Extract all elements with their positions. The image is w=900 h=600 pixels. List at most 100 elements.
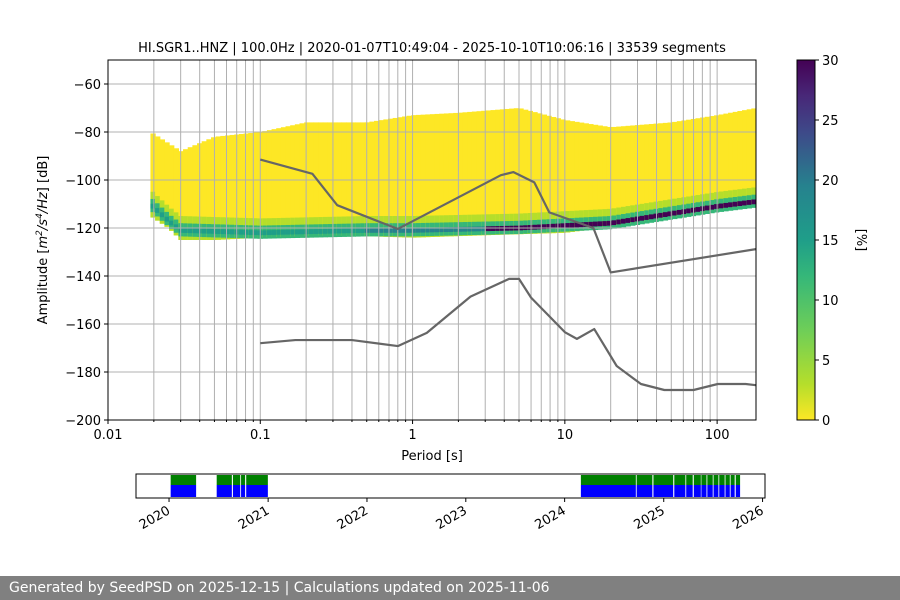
density-mode — [541, 224, 547, 230]
density-mode — [481, 226, 487, 232]
nlnm-line — [260, 277, 756, 392]
density-column — [322, 122, 329, 236]
density-column — [429, 114, 436, 237]
density-mode — [332, 228, 338, 234]
density-mode — [574, 222, 580, 228]
density-column — [732, 111, 738, 208]
density-mode — [262, 230, 268, 236]
density-mode — [383, 228, 389, 233]
density-mode — [476, 226, 482, 232]
density-column — [229, 134, 235, 240]
coverage-bar-blue — [674, 485, 686, 497]
density-mode — [742, 200, 748, 206]
density-mode — [737, 201, 743, 207]
density-mode — [746, 200, 752, 205]
density-column — [201, 141, 207, 240]
density-column — [625, 125, 631, 225]
density-mode — [695, 207, 701, 212]
density-column — [467, 111, 473, 236]
footer-text: Generated by SeedPSD on 2025-12-15 | Cal… — [9, 580, 550, 596]
density-mode — [686, 208, 692, 214]
density-mode — [271, 230, 277, 235]
density-column — [350, 122, 357, 236]
density-column — [243, 133, 249, 239]
density-column — [443, 113, 450, 237]
density-mode — [565, 223, 571, 228]
density-mode — [201, 228, 207, 234]
coverage-bar-green — [674, 475, 686, 485]
density-column — [537, 113, 543, 234]
density-column — [611, 126, 617, 227]
density-mode — [341, 228, 347, 234]
density-mode — [551, 223, 557, 229]
density-column — [672, 121, 678, 218]
density-column — [378, 120, 384, 237]
density-column — [462, 112, 468, 236]
density-mode — [229, 229, 235, 235]
density-column — [686, 119, 692, 216]
coverage-bar-green — [686, 475, 693, 485]
density-mode — [448, 227, 454, 232]
footer-bar: Generated by SeedPSD on 2025-12-15 | Cal… — [0, 576, 900, 600]
density-column — [308, 122, 315, 236]
density-column — [155, 136, 161, 221]
density-column — [290, 125, 296, 237]
density-mode — [388, 228, 394, 233]
density-column — [504, 108, 510, 235]
density-mode — [592, 221, 599, 227]
density-column — [364, 122, 370, 237]
density-column — [737, 111, 743, 208]
coverage-bar-green — [701, 475, 707, 485]
density-column — [224, 135, 231, 240]
coverage-bar-blue — [241, 485, 246, 497]
density-column — [374, 120, 380, 237]
density-mode — [164, 216, 170, 222]
density-mode — [187, 228, 193, 234]
density-column — [592, 124, 599, 229]
density-column — [541, 114, 547, 234]
density-mode — [644, 215, 650, 220]
density-column — [211, 137, 217, 240]
density-mode — [560, 223, 566, 229]
x-tick-label: 0.01 — [94, 428, 123, 443]
coverage-bar-green — [719, 475, 725, 485]
density-mode — [336, 228, 343, 234]
nhnm-line — [259, 158, 756, 274]
density-mode — [355, 228, 361, 234]
density-column — [513, 108, 520, 235]
coverage-bar-green — [241, 475, 246, 485]
density-column — [616, 126, 622, 226]
density-mode — [658, 212, 664, 218]
y-tick-label: −180 — [65, 366, 101, 381]
density-column — [471, 111, 478, 236]
coverage-bar-blue — [216, 485, 232, 497]
density-mode — [374, 228, 380, 233]
density-column — [304, 122, 310, 237]
y-tick-label: −140 — [65, 270, 101, 285]
density-mode — [360, 228, 366, 233]
density-mode — [569, 222, 575, 228]
density-column — [499, 109, 506, 235]
coverage-bar-blue — [686, 485, 693, 497]
density-mode — [173, 224, 179, 230]
density-mode — [280, 229, 287, 235]
density-mode — [294, 229, 301, 235]
y-tick-label: −100 — [65, 174, 101, 189]
coverage-bar-blue — [580, 485, 636, 497]
density-mode — [467, 226, 473, 232]
density-column — [280, 127, 287, 237]
density-column — [252, 132, 259, 238]
density-column — [523, 109, 529, 234]
plot-frame — [107, 59, 757, 421]
chart-title: HI.SGR1..HNZ | 100.0Hz | 2020-01-07T10:4… — [138, 41, 726, 56]
density-column — [401, 116, 408, 238]
density-mode — [490, 226, 496, 231]
y-tick-label: −160 — [65, 318, 101, 333]
density-column — [495, 109, 501, 235]
density-column — [551, 116, 557, 234]
density-column — [173, 148, 179, 236]
density-column — [220, 135, 226, 240]
coverage-bar-green — [232, 475, 241, 485]
density-mode — [667, 211, 673, 217]
density-mode — [639, 215, 645, 221]
